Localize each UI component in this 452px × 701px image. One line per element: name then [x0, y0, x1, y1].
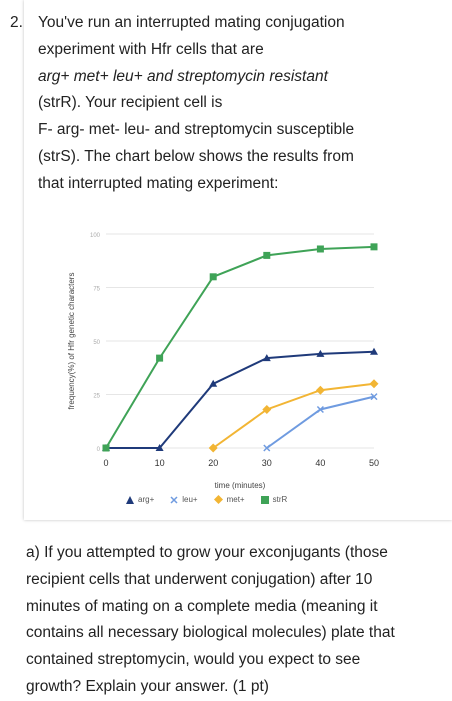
- y-tick-label: 100: [90, 233, 101, 239]
- square-marker-icon: [260, 495, 269, 504]
- x-tick-label: 0: [103, 458, 108, 468]
- answer-line: minutes of mating on a complete media (m…: [26, 597, 378, 615]
- question-line: You've run an interrupted mating conjuga…: [38, 14, 345, 31]
- diamond-marker-icon: [213, 495, 223, 504]
- question-line: that interrupted mating experiment:: [38, 174, 279, 192]
- data-point: [316, 245, 324, 253]
- chart: 0 25 50 75 100 0 10 20 30 40 50 time (minutes) frequ…: [60, 222, 400, 497]
- question-line: (strS). The chart below shows the result…: [38, 147, 354, 165]
- question-card: [24, 0, 452, 520]
- series-line-met+: [212, 382, 375, 449]
- series-line-strR: [105, 245, 375, 449]
- data-point: [262, 404, 272, 414]
- line-chart: 0 25 50 75 100 0 10 20 30 40 50 time (minutes) frequ…: [67, 233, 379, 490]
- answer-line: growth? Explain your answer. (1 pt): [26, 677, 269, 695]
- legend-item: leu+: [170, 495, 198, 504]
- data-point: [369, 379, 379, 389]
- chart-legend: arg+ leu+ met+ strR: [126, 495, 297, 504]
- legend-item: strR: [260, 495, 288, 504]
- data-point: [263, 251, 271, 259]
- data-point: [370, 393, 378, 401]
- data-point: [209, 273, 217, 281]
- x-tick-label: 30: [262, 458, 272, 468]
- legend-label: arg+: [138, 495, 155, 504]
- answer-line: recipient cells that underwent conjugati…: [26, 570, 373, 588]
- data-point: [155, 444, 164, 451]
- y-tick-label: 0: [97, 447, 101, 453]
- answer-line: contains all necessary biological molecu…: [26, 624, 395, 642]
- y-tick-label: 75: [93, 287, 100, 293]
- answer-prompt: a) If you attempted to grow your exconju…: [26, 540, 436, 701]
- data-point: [102, 444, 110, 452]
- y-axis-label: frequency(%) of Hfr genetic characters: [67, 273, 76, 410]
- data-point: [156, 354, 164, 362]
- answer-line: a) If you attempted to grow your exconju…: [26, 544, 388, 561]
- question-number: 2.: [10, 14, 23, 31]
- question-line: F- arg- met- leu- and streptomycin susce…: [38, 121, 355, 139]
- question-line: experiment with Hfr cells that are: [38, 40, 264, 58]
- series-line-arg+: [106, 350, 375, 449]
- data-point: [316, 405, 324, 414]
- question-line: arg+ met+ leu+ and streptomycin resistan…: [38, 67, 328, 85]
- y-tick-label: 25: [93, 394, 100, 400]
- legend-label: leu+: [182, 495, 198, 504]
- data-point: [315, 385, 325, 395]
- x-tick-label: 50: [369, 458, 379, 468]
- question-line: (strR). Your recipient cell is: [38, 94, 223, 112]
- data-point: [263, 444, 271, 452]
- question-text: 2. You've run an interrupted mating conj…: [10, 10, 438, 198]
- data-point: [316, 349, 325, 357]
- legend-item: met+: [213, 495, 245, 504]
- legend-item: arg+: [126, 495, 154, 504]
- data-point: [370, 347, 378, 355]
- data-point: [370, 243, 378, 251]
- data-point: [208, 443, 218, 453]
- y-tick-label: 50: [93, 340, 100, 346]
- legend-label: strR: [272, 495, 288, 504]
- x-marker-icon: [170, 495, 178, 504]
- x-axis-label: time (minutes): [215, 481, 266, 490]
- x-tick-label: 10: [155, 458, 165, 468]
- data-point: [262, 354, 271, 362]
- data-point: [209, 379, 218, 387]
- answer-line: contained streptomycin, would you expect…: [26, 651, 361, 669]
- x-tick-label: 20: [208, 458, 218, 468]
- legend-label: met+: [226, 495, 245, 504]
- x-tick-label: 40: [315, 458, 325, 468]
- triangle-marker-icon: [126, 495, 134, 504]
